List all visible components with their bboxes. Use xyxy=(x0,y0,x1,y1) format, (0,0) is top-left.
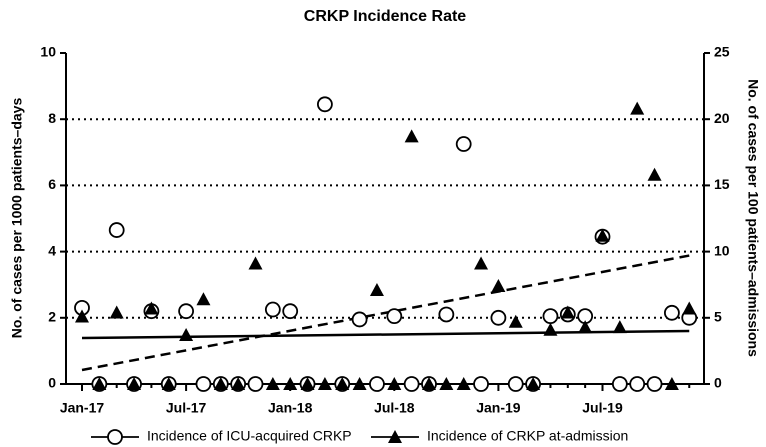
data-point xyxy=(595,228,610,242)
data-point xyxy=(317,377,332,390)
data-point xyxy=(526,377,541,390)
data-point xyxy=(369,282,384,296)
data-point xyxy=(108,222,125,238)
data-point xyxy=(369,376,385,392)
data-point xyxy=(560,305,575,319)
data-point xyxy=(682,301,697,315)
y2-tick-label: 0 xyxy=(714,375,722,391)
y2-tick-label: 10 xyxy=(714,242,730,258)
data-point xyxy=(647,167,662,181)
data-point xyxy=(578,320,593,334)
data-point xyxy=(474,256,489,270)
data-point xyxy=(179,328,194,342)
data-point xyxy=(422,377,436,390)
data-point xyxy=(178,303,195,320)
x-tick-label: Jan-18 xyxy=(268,400,313,416)
x-tick-label: Jul-19 xyxy=(582,400,623,416)
y2-tick-label: 20 xyxy=(714,110,730,126)
trend-line xyxy=(81,254,690,372)
data-point xyxy=(387,377,402,390)
data-point xyxy=(213,377,228,390)
data-point xyxy=(630,101,645,115)
data-point xyxy=(664,304,680,321)
x-tick-label: Jul-17 xyxy=(166,400,207,416)
data-point xyxy=(351,311,368,328)
legend-label: Incidence of ICU-acquired CRKP xyxy=(147,428,352,444)
data-point xyxy=(283,377,298,390)
data-point xyxy=(316,96,333,113)
y-tick-label: 8 xyxy=(48,110,56,126)
y-tick-label: 4 xyxy=(48,242,56,258)
y2-tick-label: 5 xyxy=(714,309,722,325)
data-point xyxy=(403,376,420,392)
data-point xyxy=(543,322,558,336)
chart-title: CRKP Incidence Rate xyxy=(304,8,467,25)
data-point xyxy=(646,376,663,392)
legend-label: Incidence of CRKP at-admission xyxy=(427,428,628,444)
data-point xyxy=(352,377,367,390)
data-point xyxy=(664,377,679,390)
y-tick-label: 6 xyxy=(48,176,56,192)
y2-axis-label: No. of cases per 100 patients–admissions xyxy=(745,79,761,357)
data-point xyxy=(404,129,419,143)
data-point xyxy=(491,279,506,293)
data-point xyxy=(507,376,524,392)
data-point xyxy=(264,301,281,318)
data-point xyxy=(455,136,472,152)
legend-marker xyxy=(388,430,402,443)
y2-tick-label: 25 xyxy=(714,44,730,60)
data-point xyxy=(439,377,454,390)
data-point xyxy=(335,377,350,390)
x-tick-label: Jan-19 xyxy=(476,400,521,416)
data-point xyxy=(92,377,107,390)
data-point xyxy=(196,292,211,306)
data-point xyxy=(282,303,299,320)
data-point xyxy=(127,377,142,390)
data-point xyxy=(161,377,176,390)
data-point xyxy=(248,256,263,270)
data-point xyxy=(456,377,471,390)
x-tick-label: Jan-17 xyxy=(60,400,105,416)
y-tick-label: 2 xyxy=(48,309,56,325)
data-point xyxy=(265,377,280,390)
data-point xyxy=(611,376,628,392)
data-point xyxy=(490,309,507,326)
data-point xyxy=(231,377,246,390)
trend-line xyxy=(81,329,690,340)
data-point xyxy=(612,320,627,334)
legend-marker xyxy=(107,429,123,445)
y-tick-label: 10 xyxy=(40,44,56,60)
y-axis-label: No. of cases per 1000 patients–days xyxy=(9,98,25,339)
data-point xyxy=(508,314,523,328)
data-point xyxy=(629,376,646,392)
y-tick-label: 0 xyxy=(48,375,56,391)
data-point xyxy=(300,377,315,390)
data-point xyxy=(473,376,489,392)
data-point xyxy=(75,309,89,323)
data-point xyxy=(144,301,159,315)
data-point xyxy=(247,376,264,392)
y2-tick-label: 15 xyxy=(714,176,730,192)
data-point xyxy=(109,305,124,319)
data-point xyxy=(386,308,403,325)
data-point xyxy=(195,376,212,392)
data-point xyxy=(438,306,455,323)
x-tick-label: Jul-18 xyxy=(374,400,415,416)
data-point xyxy=(542,308,559,325)
